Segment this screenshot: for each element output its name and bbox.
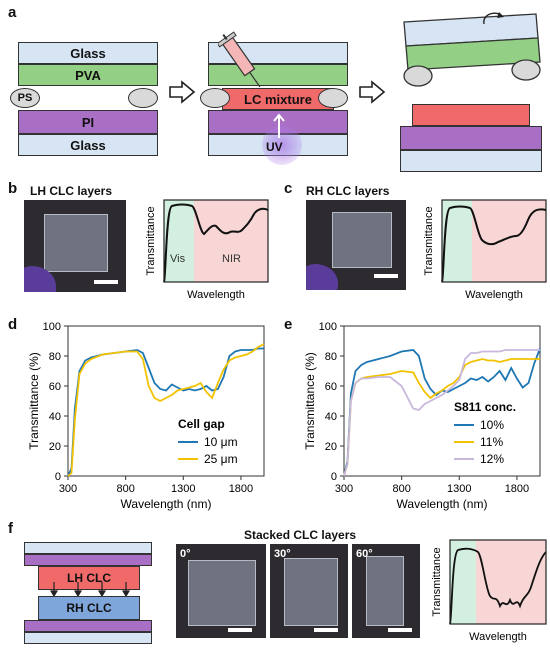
d-ytick-label: 0 bbox=[55, 471, 61, 483]
lh-sample-photo bbox=[24, 200, 126, 292]
s811-transmittance-chart: 0 20 40 60 80 100 300 800 1300 1800 Wavelength (nm… bbox=[303, 321, 541, 511]
d-ytick-label: 60 bbox=[49, 381, 61, 393]
stack-arrows-icon bbox=[49, 582, 131, 598]
pi-layer-3 bbox=[400, 126, 542, 150]
glass-bottom-3 bbox=[400, 150, 542, 172]
e-legend-entry: 11% bbox=[480, 435, 503, 449]
lh-spectrum-schematic: Vis NIR Transmittance Wavelength bbox=[145, 199, 269, 301]
lh-title: LH CLC layers bbox=[30, 184, 113, 198]
d-ytick-label: 80 bbox=[49, 351, 61, 363]
d-xtick-label: 300 bbox=[59, 483, 77, 495]
e-xlabel: Wavelength (nm) bbox=[397, 497, 488, 511]
rh-xlabel: Wavelength bbox=[465, 289, 523, 301]
cell-gap-transmittance-chart: 0 20 40 60 80 100 300 800 1300 1800 Wavelength (nm… bbox=[27, 321, 265, 511]
e-ytick-label: 0 bbox=[331, 471, 337, 483]
e-ytick-label: 20 bbox=[325, 441, 337, 453]
rh-sample-photo bbox=[306, 200, 406, 290]
glass-bottom: Glass bbox=[18, 134, 158, 156]
angle-0: 0° bbox=[180, 548, 191, 560]
uv-glow bbox=[262, 125, 302, 165]
d-legend-title: Cell gap bbox=[178, 417, 225, 431]
f-lh-clc: LH CLC bbox=[38, 566, 140, 590]
e-xtick-label: 300 bbox=[335, 483, 353, 495]
e-ytick-label: 40 bbox=[325, 411, 337, 423]
d-plot-frame bbox=[67, 325, 265, 477]
panel-label-a: a bbox=[8, 4, 17, 21]
d-xtick-label: 800 bbox=[116, 483, 134, 495]
polymer-spacer-2-right bbox=[318, 88, 348, 108]
lc-film bbox=[412, 104, 530, 126]
lh-xlabel: Wavelength bbox=[187, 289, 245, 301]
d-ytick-label: 40 bbox=[49, 411, 61, 423]
d-xtick-label: 1800 bbox=[229, 483, 253, 495]
d-series-line-1 bbox=[67, 343, 265, 477]
f-rh-clc: RH CLC bbox=[38, 596, 140, 620]
rh-spectrum-schematic: Transmittance Wavelength bbox=[423, 199, 547, 301]
d-legend-entry: 25 μm bbox=[204, 452, 238, 466]
e-plot-frame bbox=[343, 325, 541, 477]
syringe-icon bbox=[218, 31, 261, 88]
f-pi-bottom bbox=[24, 620, 152, 632]
e-xtick-label: 1800 bbox=[505, 483, 529, 495]
stacked-photo-0 bbox=[176, 544, 266, 638]
e-xtick-label: 1300 bbox=[447, 483, 471, 495]
panel-label-e: e bbox=[284, 316, 293, 333]
e-legend-entry: 10% bbox=[480, 418, 504, 432]
d-xtick-label: 1300 bbox=[171, 483, 195, 495]
d-series-line-0 bbox=[67, 347, 264, 477]
f-pi-top bbox=[24, 554, 152, 566]
panel-label-d: d bbox=[8, 316, 18, 333]
e-series-line-0 bbox=[343, 348, 541, 477]
stacked-title: Stacked CLC layers bbox=[244, 528, 357, 542]
e-ytick-label: 60 bbox=[325, 381, 337, 393]
e-xtick-label: 800 bbox=[392, 483, 410, 495]
peeled-top-substrate bbox=[403, 12, 541, 87]
nir-label: NIR bbox=[222, 253, 241, 265]
f-xlabel: Wavelength bbox=[469, 631, 527, 643]
stacked-spectrum-schematic: Transmittance Wavelength bbox=[431, 539, 547, 643]
d-ytick-label: 100 bbox=[43, 321, 61, 333]
rh-title: RH CLC layers bbox=[306, 184, 390, 198]
d-ylabel: Transmittance (%) bbox=[27, 352, 41, 450]
e-series-line-2 bbox=[343, 349, 540, 477]
lc-mixture-layer: LC mixture bbox=[222, 88, 334, 110]
d-ytick-label: 20 bbox=[49, 441, 61, 453]
e-legend-entry: 12% bbox=[480, 452, 504, 466]
pi-layer: PI bbox=[18, 110, 158, 134]
e-legend-title: S811 conc. bbox=[454, 400, 516, 414]
panel-label-f: f bbox=[8, 520, 13, 537]
e-ytick-label: 100 bbox=[319, 321, 337, 333]
d-xlabel: Wavelength (nm) bbox=[121, 497, 212, 511]
uv-arrow-icon bbox=[273, 113, 285, 138]
f-glass-top bbox=[24, 542, 152, 554]
d-legend-entry: 10 μm bbox=[204, 435, 238, 449]
rh-ylabel: Transmittance bbox=[423, 206, 435, 275]
lh-ylabel: Transmittance bbox=[145, 206, 157, 275]
pva-layer: PVA bbox=[18, 64, 158, 86]
arrow-right-icon-2 bbox=[359, 80, 386, 104]
f-ylabel: Transmittance bbox=[431, 547, 443, 616]
arrow-right-icon bbox=[169, 80, 196, 104]
stacked-photo-60 bbox=[352, 544, 420, 638]
stacked-photo-30 bbox=[270, 544, 348, 638]
e-series-line-1 bbox=[343, 358, 540, 477]
polymer-spacer-right bbox=[128, 88, 158, 108]
panel-label-c: c bbox=[284, 180, 293, 197]
angle-30: 30° bbox=[274, 548, 291, 560]
f-glass-bottom bbox=[24, 632, 152, 644]
e-ylabel: Transmittance (%) bbox=[303, 352, 317, 450]
polymer-spacer: PS bbox=[10, 88, 40, 108]
vis-label: Vis bbox=[170, 253, 186, 265]
panel-label-b: b bbox=[8, 180, 18, 197]
e-ytick-label: 80 bbox=[325, 351, 337, 363]
uv-label: UV bbox=[266, 140, 283, 154]
glass-top: Glass bbox=[18, 42, 158, 64]
polymer-spacer-2 bbox=[200, 88, 230, 108]
angle-60: 60° bbox=[356, 548, 373, 560]
